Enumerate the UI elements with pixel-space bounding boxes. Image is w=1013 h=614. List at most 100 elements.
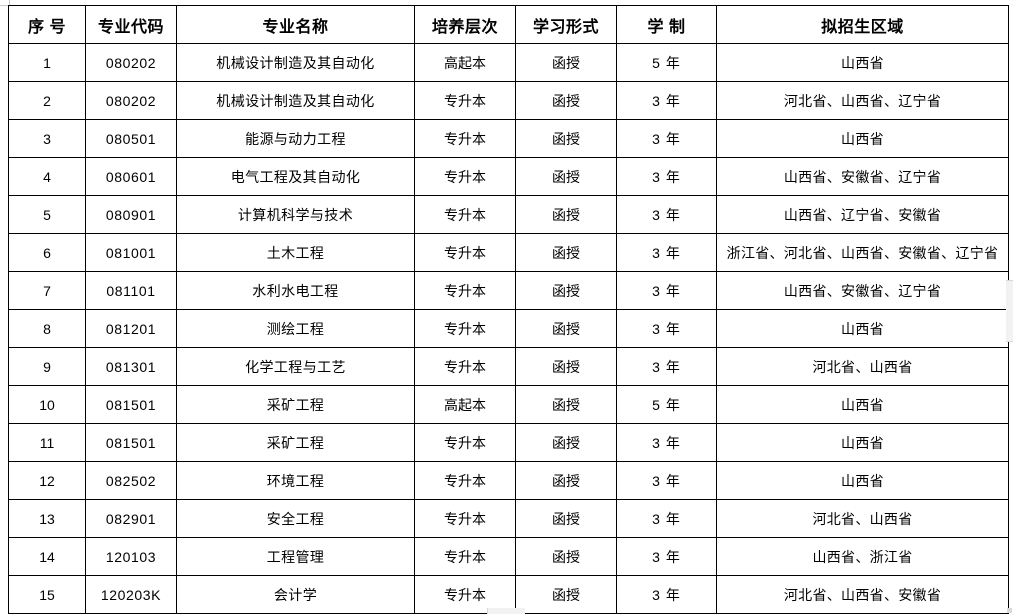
- cell-code: 082901: [85, 499, 177, 538]
- cell-regions: 山西省: [716, 119, 1009, 158]
- cell-mode: 函授: [515, 537, 617, 576]
- cell-years: 3 年: [616, 499, 717, 538]
- cell-name: 安全工程: [176, 499, 415, 538]
- cell-index: 11: [8, 423, 86, 462]
- enrollment-majors-table: 序 号 专业代码 专业名称 培养层次 学习形式 学 制 拟招生区域 1 08020…: [8, 5, 1009, 614]
- table-body: 1 080202 机械设计制造及其自动化 高起本 函授 5 年山西省 2 080202 机械设计…: [8, 43, 1009, 614]
- cell-code: 120103: [85, 537, 177, 576]
- cell-years: 3 年: [616, 309, 717, 348]
- cell-level: 专升本: [414, 81, 516, 120]
- cell-code: 081201: [85, 309, 177, 348]
- table-row: 15 120203K 会计学 专升本 函授 3 年河北省、山西省、安徽省: [8, 575, 1009, 614]
- major-table-container: 序 号 专业代码 专业名称 培养层次 学习形式 学 制 拟招生区域 1 08020…: [8, 5, 1009, 614]
- table-row: 11 081501 采矿工程 专升本 函授 3 年山西省: [8, 423, 1009, 462]
- cell-regions: 山西省、浙江省: [716, 537, 1009, 576]
- column-header-level: 培养层次: [414, 5, 516, 44]
- cell-years: 3 年: [616, 119, 717, 158]
- cell-name: 机械设计制造及其自动化: [176, 81, 415, 120]
- cell-regions: 山西省: [716, 385, 1009, 424]
- cell-level: 专升本: [414, 157, 516, 196]
- cell-index: 1: [8, 43, 86, 82]
- cell-index: 9: [8, 347, 86, 386]
- table-row: 13 082901 安全工程 专升本 函授 3 年河北省、山西省: [8, 499, 1009, 538]
- scrollbar-corner: [1007, 608, 1012, 613]
- vertical-scrollbar-remnant[interactable]: [1006, 280, 1013, 342]
- cell-level: 专升本: [414, 499, 516, 538]
- cell-regions: 山西省: [716, 423, 1009, 462]
- cell-regions: 山西省: [716, 43, 1009, 82]
- cell-years: 3 年: [616, 271, 717, 310]
- table-row: 14 120103 工程管理 专升本 函授 3 年山西省、浙江省: [8, 537, 1009, 576]
- cell-mode: 函授: [515, 309, 617, 348]
- table-row: 9 081301 化学工程与工艺 专升本 函授 3 年河北省、山西省: [8, 347, 1009, 386]
- cell-regions: 河北省、山西省: [716, 499, 1009, 538]
- table-row: 7 081101 水利水电工程 专升本 函授 3 年山西省、安徽省、辽宁省: [8, 271, 1009, 310]
- cell-name: 水利水电工程: [176, 271, 415, 310]
- top-left-corner-artifact: [0, 0, 10, 6]
- horizontal-scrollbar-remnant[interactable]: [487, 608, 525, 614]
- cell-mode: 函授: [515, 119, 617, 158]
- cell-code: 081501: [85, 423, 177, 462]
- cell-index: 4: [8, 157, 86, 196]
- cell-level: 专升本: [414, 119, 516, 158]
- cell-code: 081501: [85, 385, 177, 424]
- cell-years: 3 年: [616, 575, 717, 614]
- cell-mode: 函授: [515, 195, 617, 234]
- cell-level: 高起本: [414, 43, 516, 82]
- cell-years: 3 年: [616, 157, 717, 196]
- cell-mode: 函授: [515, 233, 617, 272]
- cell-index: 8: [8, 309, 86, 348]
- table-row: 12 082502 环境工程 专升本 函授 3 年山西省: [8, 461, 1009, 500]
- column-header-regions: 拟招生区域: [716, 5, 1009, 44]
- cell-level: 专升本: [414, 347, 516, 386]
- cell-level: 专升本: [414, 461, 516, 500]
- cell-name: 工程管理: [176, 537, 415, 576]
- cell-level: 专升本: [414, 423, 516, 462]
- cell-regions: 河北省、山西省、安徽省: [716, 575, 1009, 614]
- cell-mode: 函授: [515, 423, 617, 462]
- cell-level: 专升本: [414, 537, 516, 576]
- column-header-index: 序 号: [8, 5, 86, 44]
- column-header-name: 专业名称: [176, 5, 415, 44]
- cell-regions: 山西省、安徽省、辽宁省: [716, 157, 1009, 196]
- table-row: 3 080501 能源与动力工程 专升本 函授 3 年山西省: [8, 119, 1009, 158]
- cell-level: 专升本: [414, 309, 516, 348]
- cell-index: 12: [8, 461, 86, 500]
- table-row: 2 080202 机械设计制造及其自动化 专升本 函授 3 年河北省、山西省、辽宁省: [8, 81, 1009, 120]
- cell-code: 080202: [85, 43, 177, 82]
- cell-code: 082502: [85, 461, 177, 500]
- cell-years: 3 年: [616, 461, 717, 500]
- cell-name: 采矿工程: [176, 385, 415, 424]
- table-header-row: 序 号 专业代码 专业名称 培养层次 学习形式 学 制 拟招生区域: [8, 5, 1009, 44]
- table-row: 4 080601 电气工程及其自动化 专升本 函授 3 年山西省、安徽省、辽宁省: [8, 157, 1009, 196]
- cell-index: 3: [8, 119, 86, 158]
- cell-name: 环境工程: [176, 461, 415, 500]
- cell-regions: 山西省、辽宁省、安徽省: [716, 195, 1009, 234]
- cell-code: 080202: [85, 81, 177, 120]
- cell-name: 会计学: [176, 575, 415, 614]
- cell-code: 080501: [85, 119, 177, 158]
- cell-code: 120203K: [85, 575, 177, 614]
- cell-years: 5 年: [616, 43, 717, 82]
- cell-regions: 山西省、安徽省、辽宁省: [716, 271, 1009, 310]
- cell-regions: 河北省、山西省: [716, 347, 1009, 386]
- table-header: 序 号 专业代码 专业名称 培养层次 学习形式 学 制 拟招生区域: [8, 5, 1009, 44]
- cell-level: 专升本: [414, 233, 516, 272]
- cell-mode: 函授: [515, 271, 617, 310]
- cell-mode: 函授: [515, 347, 617, 386]
- table-row: 8 081201 测绘工程 专升本 函授 3 年山西省: [8, 309, 1009, 348]
- cell-mode: 函授: [515, 461, 617, 500]
- cell-code: 080601: [85, 157, 177, 196]
- cell-name: 采矿工程: [176, 423, 415, 462]
- cell-mode: 函授: [515, 157, 617, 196]
- table-row: 1 080202 机械设计制造及其自动化 高起本 函授 5 年山西省: [8, 43, 1009, 82]
- cell-mode: 函授: [515, 43, 617, 82]
- cell-index: 14: [8, 537, 86, 576]
- cell-mode: 函授: [515, 385, 617, 424]
- cell-name: 能源与动力工程: [176, 119, 415, 158]
- cell-code: 080901: [85, 195, 177, 234]
- cell-level: 专升本: [414, 195, 516, 234]
- cell-years: 3 年: [616, 195, 717, 234]
- cell-years: 3 年: [616, 423, 717, 462]
